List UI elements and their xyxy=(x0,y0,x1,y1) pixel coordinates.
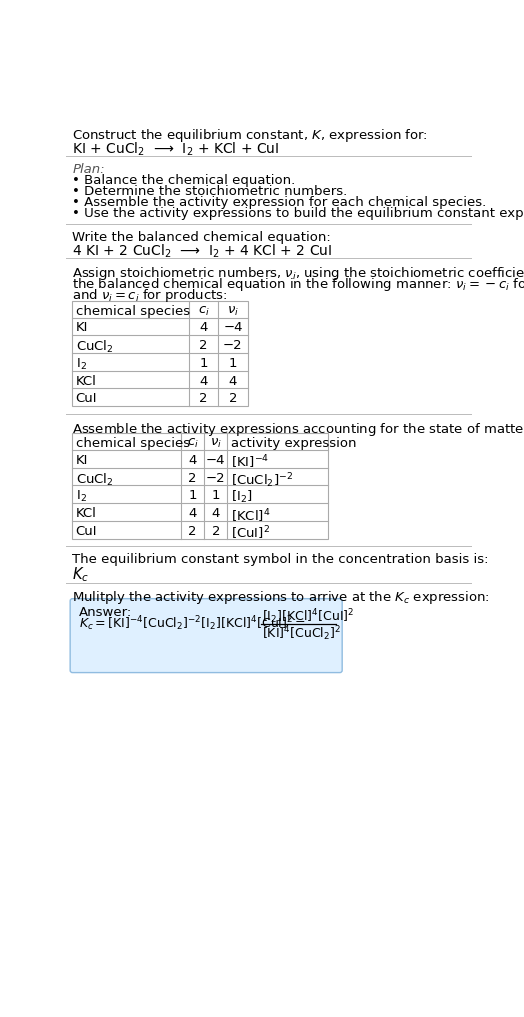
Text: CuI: CuI xyxy=(75,525,97,538)
Text: chemical species: chemical species xyxy=(75,437,190,450)
Bar xyxy=(72,301,248,406)
Text: • Use the activity expressions to build the equilibrium constant expression.: • Use the activity expressions to build … xyxy=(72,206,524,220)
Text: KI: KI xyxy=(75,321,88,335)
Text: Write the balanced chemical equation:: Write the balanced chemical equation: xyxy=(72,231,331,244)
Text: CuI: CuI xyxy=(75,393,97,406)
Text: CuCl$_2$: CuCl$_2$ xyxy=(75,340,113,355)
Text: KCl: KCl xyxy=(75,374,96,387)
Text: Plan:: Plan: xyxy=(72,163,105,176)
Text: and $\nu_i = c_i$ for products:: and $\nu_i = c_i$ for products: xyxy=(72,287,228,304)
Text: 2: 2 xyxy=(188,472,197,485)
Text: KCl: KCl xyxy=(75,507,96,520)
Text: KI: KI xyxy=(75,454,88,467)
Text: 1: 1 xyxy=(199,357,208,370)
Text: [I$_2$]: [I$_2$] xyxy=(231,489,252,505)
Text: $c_i$: $c_i$ xyxy=(198,304,210,317)
Text: Construct the equilibrium constant, $K$, expression for:: Construct the equilibrium constant, $K$,… xyxy=(72,127,428,144)
Text: $K_c$: $K_c$ xyxy=(72,565,90,584)
Text: Assign stoichiometric numbers, $\nu_i$, using the stoichiometric coefficients, $: Assign stoichiometric numbers, $\nu_i$, … xyxy=(72,265,524,283)
Text: CuCl$_2$: CuCl$_2$ xyxy=(75,472,113,488)
Text: −4: −4 xyxy=(206,454,226,467)
Text: Assemble the activity expressions accounting for the state of matter and $\nu_i$: Assemble the activity expressions accoun… xyxy=(72,421,524,437)
Text: −2: −2 xyxy=(223,340,243,352)
Text: [KCl]$^4$: [KCl]$^4$ xyxy=(231,507,270,525)
Text: −2: −2 xyxy=(206,472,226,485)
Text: [CuI]$^2$: [CuI]$^2$ xyxy=(231,525,269,542)
Text: chemical species: chemical species xyxy=(75,304,190,317)
Text: the balanced chemical equation in the following manner: $\nu_i = -c_i$ for react: the balanced chemical equation in the fo… xyxy=(72,276,524,293)
Text: $\nu_i$: $\nu_i$ xyxy=(227,304,239,317)
Text: $\nu_i$: $\nu_i$ xyxy=(210,437,222,451)
Text: Mulitply the activity expressions to arrive at the $K_c$ expression:: Mulitply the activity expressions to arr… xyxy=(72,590,490,606)
Text: $[\mathrm{I_2}][\mathrm{KCl}]^4[\mathrm{CuI}]^2$: $[\mathrm{I_2}][\mathrm{KCl}]^4[\mathrm{… xyxy=(263,607,355,625)
Text: 2: 2 xyxy=(188,525,197,538)
Text: KI + CuCl$_2$  ⟶  I$_2$ + KCl + CuI: KI + CuCl$_2$ ⟶ I$_2$ + KCl + CuI xyxy=(72,140,280,158)
Text: 4: 4 xyxy=(189,454,197,467)
Bar xyxy=(72,433,328,539)
Text: −4: −4 xyxy=(223,321,243,335)
Text: I$_2$: I$_2$ xyxy=(75,489,86,504)
Text: $[\mathrm{KI}]^4[\mathrm{CuCl_2}]^2$: $[\mathrm{KI}]^4[\mathrm{CuCl_2}]^2$ xyxy=(263,624,342,643)
Text: 4: 4 xyxy=(189,507,197,520)
Text: 2: 2 xyxy=(212,525,220,538)
Text: 4: 4 xyxy=(199,374,208,387)
Text: 2: 2 xyxy=(228,393,237,406)
Text: 1: 1 xyxy=(212,489,220,502)
Text: 2: 2 xyxy=(199,393,208,406)
Text: 2: 2 xyxy=(199,340,208,352)
Text: 4: 4 xyxy=(199,321,208,335)
Text: 4 KI + 2 CuCl$_2$  ⟶  I$_2$ + 4 KCl + 2 CuI: 4 KI + 2 CuCl$_2$ ⟶ I$_2$ + 4 KCl + 2 Cu… xyxy=(72,243,333,260)
Text: [CuCl$_2$]$^{-2}$: [CuCl$_2$]$^{-2}$ xyxy=(231,472,293,490)
Text: activity expression: activity expression xyxy=(231,437,356,450)
Text: 4: 4 xyxy=(228,374,237,387)
Text: $K_c = [\mathrm{KI}]^{-4}[\mathrm{CuCl_2}]^{-2}[\mathrm{I_2}][\mathrm{KCl}]^4[\m: $K_c = [\mathrm{KI}]^{-4}[\mathrm{CuCl_2… xyxy=(79,614,306,634)
Text: [KI]$^{-4}$: [KI]$^{-4}$ xyxy=(231,454,269,472)
FancyBboxPatch shape xyxy=(70,599,342,672)
Text: • Balance the chemical equation.: • Balance the chemical equation. xyxy=(72,174,296,187)
Text: I$_2$: I$_2$ xyxy=(75,357,86,372)
Text: • Determine the stoichiometric numbers.: • Determine the stoichiometric numbers. xyxy=(72,185,348,198)
Text: 1: 1 xyxy=(228,357,237,370)
Text: • Assemble the activity expression for each chemical species.: • Assemble the activity expression for e… xyxy=(72,196,487,208)
Text: $c_i$: $c_i$ xyxy=(187,437,199,451)
Text: 4: 4 xyxy=(212,507,220,520)
Text: The equilibrium constant symbol in the concentration basis is:: The equilibrium constant symbol in the c… xyxy=(72,553,489,566)
Text: 1: 1 xyxy=(188,489,197,502)
Text: Answer:: Answer: xyxy=(79,605,132,618)
